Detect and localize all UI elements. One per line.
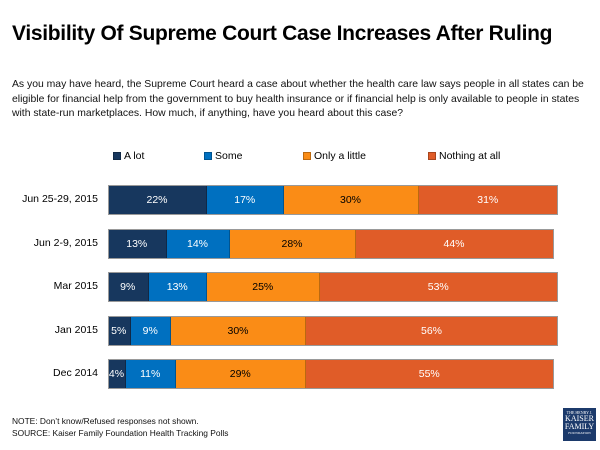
legend-label: A lot [124, 150, 145, 162]
bar-segment: 14% [166, 229, 230, 259]
bar-segment: 9% [130, 316, 171, 346]
bar-segment: 11% [126, 359, 176, 389]
legend-label: Nothing at all [439, 150, 501, 162]
category-label: Jun 2-9, 2015 [33, 237, 98, 249]
bar-segment: 25% [207, 272, 320, 302]
legend-item: Nothing at all [428, 150, 500, 162]
bar-segment: 4% [108, 359, 126, 389]
bar-segment: 22% [108, 185, 207, 215]
legend-swatch [428, 152, 436, 160]
logo-line1: THE HENRY J. [566, 410, 593, 415]
legend-item: Some [204, 150, 242, 162]
logo-line3: FAMILY [564, 422, 595, 431]
bar-segment: 29% [175, 359, 306, 389]
legend-swatch [303, 152, 311, 160]
legend-label: Some [215, 150, 243, 162]
bar-segment: 55% [306, 359, 554, 389]
bar-segment: 56% [306, 316, 558, 346]
legend-item: Only a little [303, 150, 366, 162]
logo-line4: FOUNDATION [568, 431, 591, 435]
bar-segment: 31% [418, 185, 558, 215]
bar-segment: 17% [207, 185, 284, 215]
bar-segment: 13% [148, 272, 207, 302]
note-text: NOTE: Don’t know/Refused responses not s… [12, 416, 199, 426]
bar-segment: 53% [319, 272, 558, 302]
bar-segment: 44% [355, 229, 554, 259]
bar-segment: 13% [108, 229, 167, 259]
bar-segment: 5% [108, 316, 131, 346]
category-label: Dec 2014 [53, 367, 98, 379]
logo-line2: KAISER [565, 414, 594, 423]
source-text: SOURCE: Kaiser Family Foundation Health … [12, 427, 229, 438]
bar-segment: 28% [229, 229, 356, 259]
legend-label: Only a little [314, 150, 366, 162]
footnote: NOTE: Don’t know/Refused responses not s… [12, 416, 228, 439]
bar-segment: 30% [283, 185, 419, 215]
category-label: Jan 2015 [54, 324, 98, 336]
chart-title: Visibility Of Supreme Court Case Increas… [12, 22, 553, 45]
legend-item: A lot [113, 150, 144, 162]
chart-subtitle: As you may have heard, the Supreme Court… [12, 79, 584, 119]
legend-swatch [204, 152, 212, 160]
bar-segment: 9% [108, 272, 149, 302]
kff-logo: THE HENRY J. KAISER FAMILY FOUNDATION [563, 408, 596, 441]
bar-segment: 30% [171, 316, 306, 346]
category-label: Jun 25-29, 2015 [22, 193, 98, 205]
legend-swatch [113, 152, 121, 160]
legend: A lot Some Only a little Nothing at all [0, 150, 600, 164]
category-label: Mar 2015 [53, 280, 98, 292]
